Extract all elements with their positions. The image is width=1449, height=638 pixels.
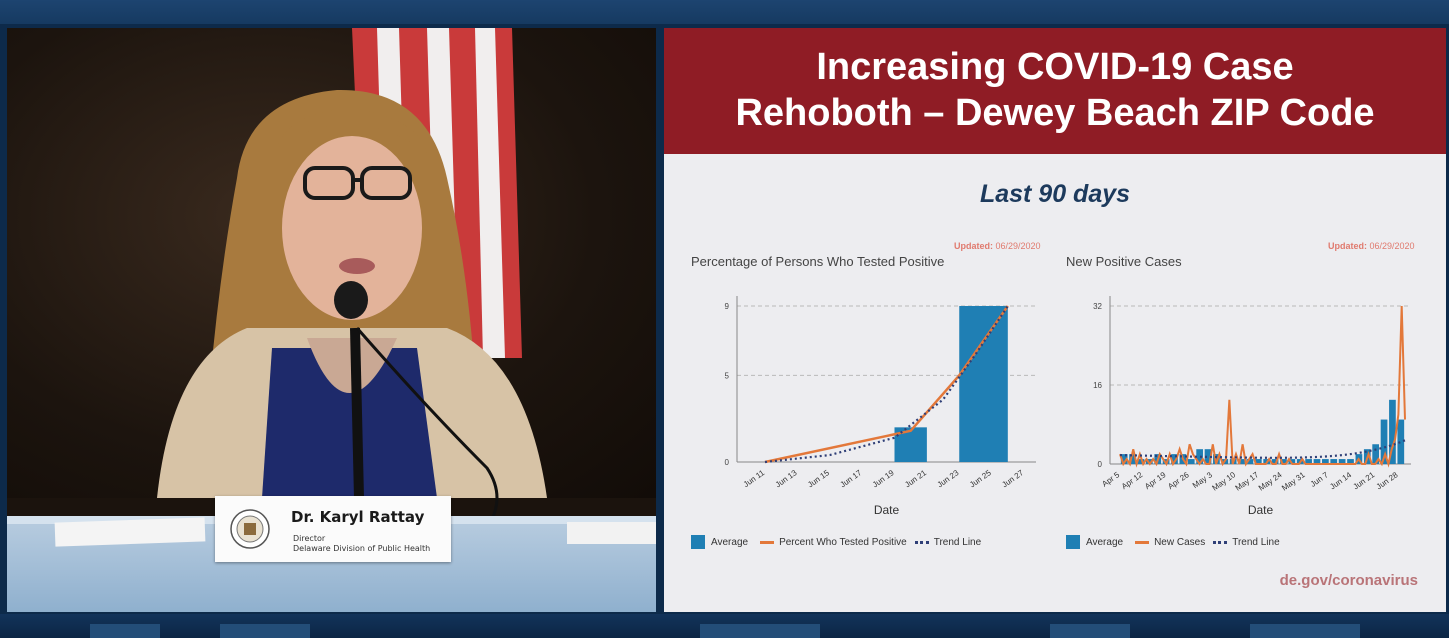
legend-swatch-line xyxy=(1135,540,1150,544)
bar xyxy=(1338,459,1346,464)
footer-url: de.gov/coronavirus xyxy=(1279,572,1418,589)
slide-subtitle: Last 90 days xyxy=(979,180,1131,208)
bar xyxy=(1162,459,1170,464)
x-tick-label: Jun 28 xyxy=(1375,470,1400,491)
x-tick-label: Jun 21 xyxy=(903,468,928,489)
y-tick-label: 0 xyxy=(725,458,730,467)
bar xyxy=(1280,459,1287,464)
bar xyxy=(1380,419,1388,464)
bar xyxy=(959,306,1008,462)
bar xyxy=(1213,454,1220,464)
bar xyxy=(1171,454,1178,464)
x-tick-label: May 31 xyxy=(1280,470,1307,493)
x-tick-label: May 24 xyxy=(1257,470,1284,493)
top-banner xyxy=(0,0,1449,24)
x-tick-label: Jun 21 xyxy=(1351,470,1376,491)
chart1-updated: Updated: 06/29/2020 xyxy=(954,241,1041,251)
x-tick-label: Jun 11 xyxy=(742,468,767,489)
x-tick-label: May 17 xyxy=(1234,470,1261,493)
x-tick-label: Jun 7 xyxy=(1309,470,1331,489)
chart1-legend: Average Percent Who Tested Positive Tren… xyxy=(691,535,981,549)
bottom-banner xyxy=(0,614,1449,638)
y-tick-label: 0 xyxy=(1098,460,1103,469)
chart2-updated: Updated: 06/29/2020 xyxy=(1328,241,1415,251)
chart1-percent-positive: 0 5 9 Jun 11 Jun 13 Jun 15 Jun 17 Jun 19 Jun 21 J… xyxy=(725,296,1036,517)
x-tick-label: Jun 13 xyxy=(774,468,799,489)
x-tick-label: Jun 19 xyxy=(871,468,896,489)
video-feed: Dr. Karyl Rattay Director Delaware Divis… xyxy=(7,28,656,612)
bar xyxy=(1187,459,1195,464)
speaker-illustration xyxy=(145,28,547,612)
bar xyxy=(1389,399,1396,464)
bar xyxy=(1196,449,1203,464)
nameplate-org: Delaware Division of Public Health xyxy=(293,544,431,553)
microphone-icon xyxy=(334,281,499,529)
bar xyxy=(1313,459,1321,464)
slide-header xyxy=(664,28,1446,154)
y-tick-label: 32 xyxy=(1093,302,1102,311)
nameplate-title: Director xyxy=(293,534,326,543)
legend-swatch-average xyxy=(1066,535,1080,549)
x-tick-label: Jun 15 xyxy=(806,468,831,489)
nameplate: Dr. Karyl Rattay Director Delaware Divis… xyxy=(215,496,451,562)
x-tick-label: Apr 5 xyxy=(1100,470,1121,489)
legend-swatch-average xyxy=(691,535,705,549)
series-line-new-cases xyxy=(1119,305,1406,468)
slide-title-line1: Increasing COVID-19 Case xyxy=(816,46,1294,88)
bar xyxy=(1120,454,1128,464)
chart2-legend: Average New Cases Trend Line xyxy=(1066,535,1280,549)
legend-swatch-trend xyxy=(1213,540,1228,544)
bar xyxy=(1246,459,1254,464)
bar xyxy=(1137,459,1145,464)
nameplate-name: Dr. Karyl Rattay xyxy=(291,508,425,526)
bar xyxy=(1204,449,1212,464)
state-seal-icon xyxy=(230,509,270,549)
bar xyxy=(1129,454,1136,464)
y-tick-label: 16 xyxy=(1093,381,1102,390)
bar xyxy=(1254,459,1262,464)
bar xyxy=(1238,459,1245,464)
bar xyxy=(1305,459,1312,464)
x-tick-label: Apr 26 xyxy=(1166,470,1191,491)
x-tick-label: Jun 27 xyxy=(1000,468,1025,489)
chart2-title: New Positive Cases xyxy=(1066,254,1182,269)
bar xyxy=(1330,459,1338,464)
presentation-slide: Increasing COVID-19 Case Rehoboth – Dewe… xyxy=(664,28,1446,612)
x-tick-label: May 10 xyxy=(1210,470,1237,493)
x-axis-label: Date xyxy=(1248,503,1274,517)
y-tick-label: 5 xyxy=(725,371,730,380)
x-tick-label: Jun 14 xyxy=(1328,470,1353,491)
slide-title-line2: Rehoboth – Dewey Beach ZIP Code xyxy=(735,92,1375,134)
y-tick-label: 9 xyxy=(725,302,730,311)
x-tick-label: Apr 19 xyxy=(1143,470,1168,491)
x-axis-label: Date xyxy=(874,503,900,517)
bar xyxy=(1347,459,1354,464)
legend-swatch-trend xyxy=(914,540,929,544)
bar xyxy=(1322,459,1329,464)
bar xyxy=(1372,444,1380,464)
paper-sheet xyxy=(567,522,656,544)
bar xyxy=(1271,459,1279,464)
x-tick-label: Apr 12 xyxy=(1120,470,1145,491)
x-tick-label: Jun 17 xyxy=(838,468,863,489)
x-tick-label: Jun 23 xyxy=(936,468,961,489)
x-tick-label: Jun 25 xyxy=(968,468,993,489)
bar xyxy=(1397,419,1405,464)
chart1-title: Percentage of Persons Who Tested Positiv… xyxy=(691,254,945,269)
legend-swatch-line xyxy=(760,540,775,544)
